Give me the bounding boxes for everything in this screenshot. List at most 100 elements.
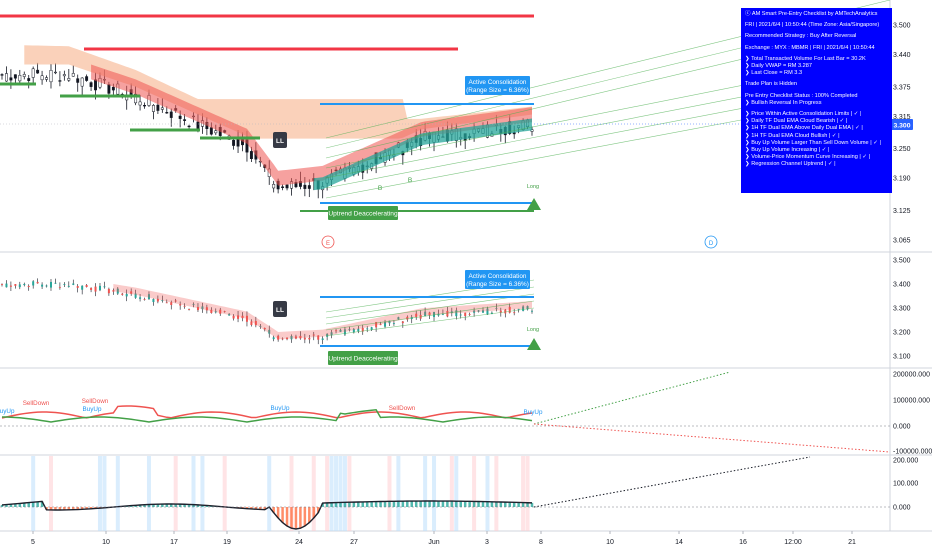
candle-body bbox=[5, 73, 8, 82]
momentum-curve bbox=[1, 500, 533, 530]
candle-body bbox=[249, 151, 253, 159]
candle-body bbox=[307, 185, 311, 189]
volume-signal-label: BuyUp bbox=[0, 408, 15, 415]
candle-body bbox=[152, 299, 155, 303]
candle-body bbox=[205, 307, 208, 311]
y-tick-label: -100000.000 bbox=[893, 449, 932, 456]
candle-body bbox=[259, 326, 262, 327]
uptrend-label: Uptrend Deaccelerating bbox=[328, 211, 398, 218]
candle-body bbox=[366, 328, 369, 330]
background-band bbox=[387, 456, 392, 531]
candle-body bbox=[513, 312, 516, 314]
candle-body bbox=[415, 313, 418, 318]
background-band bbox=[342, 456, 347, 531]
x-tick-label: 3 bbox=[485, 539, 489, 546]
candle-body bbox=[285, 184, 289, 189]
candle-body bbox=[112, 290, 115, 292]
x-tick-label: 27 bbox=[350, 539, 358, 546]
candle-body bbox=[147, 294, 150, 300]
candle-body bbox=[103, 286, 106, 288]
x-tick-label: 21 bbox=[848, 539, 856, 546]
active-consolidation-label: Active Consolidation bbox=[469, 79, 527, 86]
candle-body bbox=[379, 324, 382, 326]
candle-body bbox=[1, 284, 3, 285]
checklist-item: ❯ Daily TF Dual EMA Cloud Bearish | ✓ | bbox=[745, 118, 848, 125]
ll-label: LL bbox=[276, 307, 284, 314]
x-tick-label: 12:00 bbox=[784, 539, 802, 546]
x-tick-label: 5 bbox=[31, 539, 35, 546]
d-marker-label: D bbox=[709, 241, 714, 247]
candle-body bbox=[0, 74, 4, 76]
candle-body bbox=[281, 338, 284, 340]
background-band bbox=[449, 456, 454, 531]
checklist-status: Pre Entry Checklist Status : 100% Comple… bbox=[745, 92, 858, 99]
long-marker bbox=[527, 338, 541, 350]
candle-body bbox=[272, 184, 276, 189]
active-consolidation-box bbox=[465, 270, 530, 289]
candle-body bbox=[384, 322, 387, 327]
checklist-item: ❯ 1H TF Dual EMA Cloud Bullish | ✓ | bbox=[745, 132, 840, 139]
e-marker-label: E bbox=[326, 241, 330, 247]
candle-body bbox=[446, 310, 449, 317]
candle-body bbox=[201, 306, 204, 310]
candle-body bbox=[263, 327, 266, 330]
checklist-strategy: Recommended Strategy : Buy After Reversa… bbox=[745, 33, 857, 40]
candle-body bbox=[41, 284, 44, 287]
background-band bbox=[423, 456, 428, 531]
long-label: Long bbox=[527, 327, 539, 333]
y-tick-label: 100000.000 bbox=[893, 398, 930, 405]
candle-body bbox=[183, 119, 187, 121]
candle-body bbox=[499, 310, 502, 313]
candle-body bbox=[214, 311, 217, 313]
candle-body bbox=[361, 327, 364, 332]
candle-body bbox=[237, 315, 240, 319]
candle-body bbox=[531, 310, 533, 312]
y-tick-label: 3.400 bbox=[893, 282, 911, 289]
candle-body bbox=[455, 310, 458, 317]
candle-body bbox=[495, 308, 498, 310]
candle-body bbox=[526, 306, 529, 310]
volume-signal-label: SellDown bbox=[23, 400, 50, 407]
candle-body bbox=[277, 335, 280, 340]
candle-body bbox=[428, 312, 431, 316]
candle-body bbox=[121, 293, 124, 295]
checklist-items: ❯ Price Within Active Consolidation Limi… bbox=[745, 111, 888, 169]
candle-body bbox=[85, 76, 89, 81]
checklist-last-close: ❯ Last Close = RM 3.3 bbox=[745, 70, 803, 77]
candle-body bbox=[486, 308, 489, 315]
candle-body bbox=[308, 337, 311, 340]
candle-body bbox=[116, 288, 119, 294]
candle-body bbox=[326, 333, 329, 337]
candle-body bbox=[236, 138, 240, 147]
candle-body bbox=[299, 335, 302, 339]
candle-body bbox=[156, 298, 159, 302]
volume-signal-label: SellDown bbox=[82, 398, 109, 405]
candle-body bbox=[32, 281, 35, 286]
candle-body bbox=[241, 315, 244, 319]
checklist-trade-plan: Trade Plan is Hidden bbox=[745, 81, 798, 88]
ll-marker bbox=[273, 301, 287, 317]
checklist-item: ❯ Volume-Price Momentum Curve Increasing… bbox=[745, 154, 871, 161]
x-tick-label: Jun bbox=[428, 539, 439, 546]
candle-body bbox=[210, 309, 213, 314]
candle-body bbox=[286, 337, 289, 340]
candle-body bbox=[89, 82, 93, 87]
candle-body bbox=[36, 69, 40, 74]
candle-body bbox=[482, 310, 485, 313]
candle-body bbox=[294, 336, 297, 339]
candle-body bbox=[151, 105, 155, 112]
selldown-projection bbox=[533, 423, 891, 453]
candle-body bbox=[67, 285, 70, 287]
candle-body bbox=[196, 121, 200, 129]
candle-body bbox=[312, 334, 315, 336]
background-band bbox=[396, 456, 401, 531]
candle-body bbox=[94, 286, 97, 292]
candle-body bbox=[130, 291, 133, 294]
background-band bbox=[31, 456, 36, 531]
candle-body bbox=[169, 111, 173, 118]
active-consolidation-label: (Range Size = 6.36%) bbox=[466, 87, 529, 94]
candle-body bbox=[178, 115, 182, 119]
candle-body bbox=[76, 286, 79, 288]
x-tick-label: 8 bbox=[539, 539, 543, 546]
candle-body bbox=[143, 298, 146, 300]
